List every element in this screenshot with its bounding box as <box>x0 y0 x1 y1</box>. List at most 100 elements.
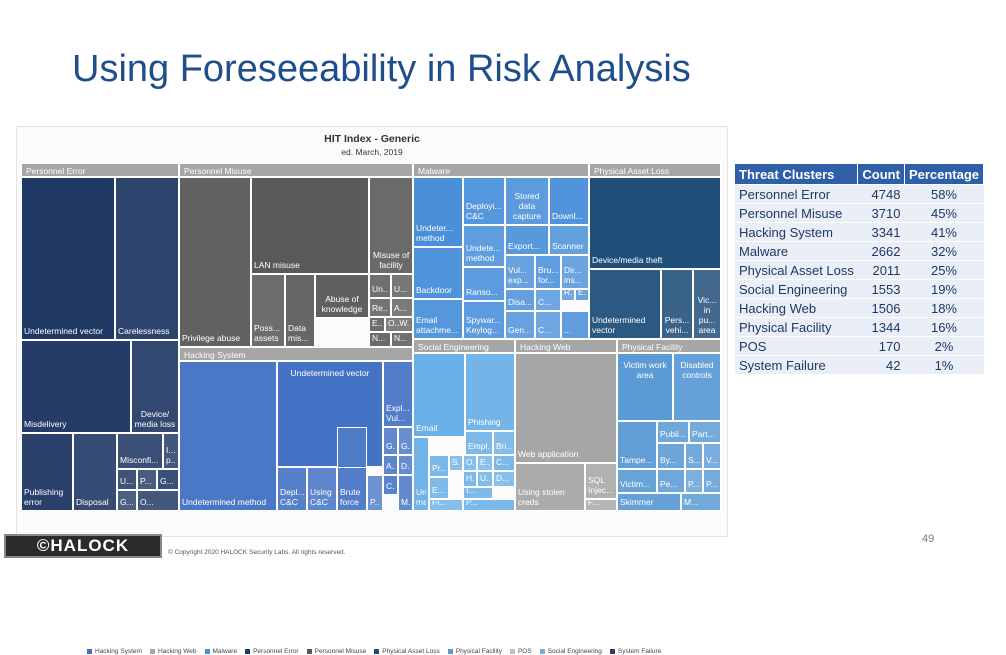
treemap-tile: Disposal <box>73 433 117 511</box>
tile-label: Undeter... method <box>416 223 453 243</box>
treemap-tile: Deployi... C&C <box>463 177 505 225</box>
legend-item: Malware <box>204 648 237 655</box>
tile-label: S... <box>688 455 700 465</box>
tile-label: Un... <box>372 284 388 294</box>
treemap-tile: P... <box>703 469 721 493</box>
tile-label: W... R... <box>564 289 572 297</box>
treemap-tile: Gen... <box>505 311 535 339</box>
treemap-tile: Device/media theft <box>589 177 721 269</box>
tile-label: N... <box>394 333 408 343</box>
legend-item: Hacking System <box>87 648 142 655</box>
tile-label: Deployi... C&C <box>466 201 502 221</box>
treemap-tile: Empl... <box>465 431 493 455</box>
table-cell: 58% <box>904 184 984 204</box>
tile-label: Depl... C&C <box>280 487 304 507</box>
tile-label: A... <box>394 303 407 313</box>
tile-label: Fi... <box>432 499 447 507</box>
treemap-tile: Re... <box>369 298 391 317</box>
group-header: Personnel Misuse <box>179 163 413 177</box>
treemap-tile: Tampe... <box>617 421 657 469</box>
treemap-tile: Skimmer <box>617 493 681 511</box>
treemap-tile: Victim... <box>617 469 657 493</box>
treemap-tile: N... <box>391 332 413 347</box>
treemap-tile: Backdoor <box>413 247 463 299</box>
treemap-tile: Undet... method <box>413 437 429 511</box>
legend-swatch <box>245 648 251 654</box>
group-header: Hacking Web <box>515 339 617 353</box>
legend-swatch <box>204 648 210 654</box>
tile-label: Ranso... <box>466 287 498 297</box>
legend-item: Physical Facility <box>447 648 502 655</box>
group-header: Social Engineering <box>413 339 515 353</box>
table-cell: 45% <box>904 203 984 223</box>
tile-label: Misconfi... <box>120 455 159 465</box>
treemap-tile: E... <box>477 455 493 471</box>
legend-label: Physical Asset Loss <box>382 648 440 655</box>
table-cell: 170 <box>857 336 905 356</box>
treemap-tile: Vul... exp... <box>505 255 535 289</box>
treemap-tile: Pe... <box>657 469 685 493</box>
tile-label: LAN misuse <box>254 260 300 270</box>
tile-label: D... <box>496 473 510 483</box>
treemap-tile: Depl... C&C <box>277 467 307 511</box>
treemap-tile: Carelessness <box>115 177 179 340</box>
table-cell: 25% <box>904 260 984 280</box>
tile-label: Publi... <box>660 429 686 439</box>
table-row: System Failure 42 1% <box>735 355 984 374</box>
table-header-row: Threat Clusters Count Percentage <box>735 164 985 185</box>
tile-label: F... <box>588 499 600 507</box>
table-cell: POS <box>735 336 858 356</box>
treemap-tile: U... <box>391 274 413 298</box>
treemap-tile: F... <box>585 499 617 511</box>
table-cell: 1553 <box>857 279 905 299</box>
treemap-tile: U... <box>477 471 493 487</box>
legend-label: Personnel Error <box>253 648 299 655</box>
table-cell: Hacking Web <box>735 298 858 318</box>
table-cell: Physical Asset Loss <box>735 260 858 280</box>
treemap-tile: G... <box>398 427 413 455</box>
treemap-tile: Abuse of knowledge <box>315 274 369 318</box>
tile-label: Device/ media loss <box>134 409 176 429</box>
table-row: POS 170 2% <box>735 336 984 356</box>
chart-legend: Hacking System Hacking Web Malware Personne… <box>87 648 727 655</box>
tile-label: Tampe... <box>620 455 653 465</box>
treemap-tile: Pr... <box>429 455 449 477</box>
page-number: 49 <box>922 533 935 545</box>
treemap-tile: C... <box>535 311 561 339</box>
tile-label: U... <box>120 476 134 486</box>
treemap-tile: Using C&C <box>307 467 337 511</box>
legend-item: Hacking Web <box>149 648 197 655</box>
treemap-tile: SQL Injec... <box>585 463 617 499</box>
legend-swatch <box>539 648 545 654</box>
tile-label: I... p... <box>166 445 176 465</box>
tile-label: I... <box>466 487 476 495</box>
tile-label: Pe... <box>660 479 678 489</box>
table-header-cell: Percentage <box>904 164 985 185</box>
table-cell: 42 <box>857 355 905 374</box>
tile-label: C... <box>538 297 552 307</box>
table-cell: 41% <box>904 222 984 242</box>
table-cell: 2662 <box>857 241 905 261</box>
tile-label: Bri... <box>496 441 512 451</box>
legend-label: Hacking Web <box>157 648 197 655</box>
tile-label: Misdelivery <box>24 419 67 429</box>
treemap-tile: U... <box>117 469 137 490</box>
tile-label: P... <box>140 476 152 486</box>
table-cell: 3710 <box>857 203 905 223</box>
treemap-tile: P... <box>463 499 515 511</box>
tile-label: G... <box>386 441 395 451</box>
legend-item: POS <box>509 648 532 655</box>
treemap-tile: E... <box>429 477 449 499</box>
treemap-tile: S... <box>685 443 703 469</box>
table-header-cell: Count <box>857 164 905 185</box>
treemap-tile: Privilege abuse <box>179 177 251 347</box>
tile-label: P... <box>466 499 478 507</box>
treemap-tile: G... <box>383 427 398 455</box>
treemap-tile: Misconfi... <box>117 433 163 469</box>
table-cell: 32% <box>904 241 984 261</box>
legend-item: System Failure <box>609 648 661 655</box>
table-cell: 2011 <box>857 260 905 280</box>
table-cell: 2% <box>904 336 984 356</box>
treemap-tile: M... <box>398 475 413 511</box>
treemap-tile: Web application <box>515 353 617 463</box>
